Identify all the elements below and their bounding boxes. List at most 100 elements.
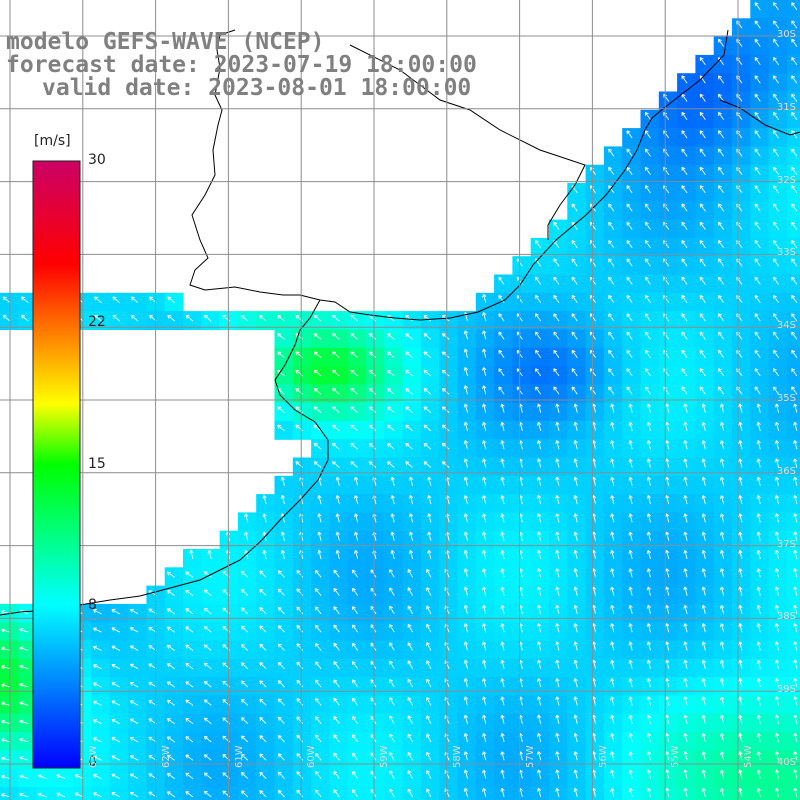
wind-arrow [463, 403, 469, 413]
wind-arrow [386, 388, 395, 395]
wind-arrow [405, 388, 413, 395]
wind-speed-cell [109, 786, 129, 800]
wind-arrow [335, 476, 340, 486]
wind-speed-cell [786, 311, 800, 330]
wind-arrow [463, 495, 469, 505]
wind-arrow [463, 714, 469, 724]
wind-arrow [791, 75, 798, 84]
wind-arrow [423, 351, 432, 359]
wind-arrow [335, 531, 340, 541]
wind-arrow [482, 678, 487, 688]
wind-arrow [628, 476, 633, 486]
wind-arrow [699, 349, 706, 358]
wind-arrow [719, 531, 725, 541]
wind-arrow [701, 696, 706, 706]
wind-arrow [553, 294, 560, 304]
wind-arrow [296, 570, 304, 578]
wind-arrow [19, 719, 29, 725]
wind-arrow [553, 276, 560, 285]
wind-arrow [738, 549, 743, 560]
wind-arrow [277, 789, 285, 798]
wind-arrow [683, 421, 688, 432]
wind-arrow [573, 659, 578, 669]
wind-arrow [681, 240, 688, 249]
wind-arrow [555, 568, 560, 578]
wind-arrow [19, 664, 29, 670]
wind-arrow [37, 792, 47, 798]
wind-arrow [718, 203, 725, 212]
wind-arrow [553, 221, 560, 230]
wind-arrow [793, 732, 798, 743]
wind-arrow [791, 2, 798, 11]
wind-arrow [353, 476, 359, 486]
wind-arrow [1, 774, 11, 780]
latitude-label: 30S [776, 29, 796, 40]
wind-arrow [203, 607, 212, 615]
wind-arrow [314, 752, 322, 761]
wind-arrow [646, 549, 652, 560]
wind-arrow [166, 773, 175, 779]
wind-arrow [280, 531, 286, 541]
wind-speed-cell [54, 786, 74, 800]
wind-arrow [352, 697, 359, 706]
wind-arrow [628, 440, 633, 450]
wind-arrow [482, 348, 487, 358]
wind-arrow [701, 641, 706, 651]
wind-arrow [335, 513, 340, 523]
wind-arrow [608, 166, 615, 175]
wind-arrow [701, 568, 706, 578]
wind-arrow [774, 586, 780, 596]
wind-arrow [699, 221, 706, 230]
wind-arrow [610, 696, 615, 706]
wind-arrow [259, 753, 267, 761]
wind-arrow [573, 403, 578, 413]
wind-arrow [536, 659, 542, 669]
wind-arrow [93, 664, 102, 670]
wind-arrow [296, 753, 304, 761]
wind-arrow [754, 258, 761, 267]
wind-arrow [571, 221, 578, 230]
wind-arrow [277, 570, 285, 578]
wind-arrow [93, 700, 102, 706]
wind-arrow [350, 442, 358, 450]
wind-arrow [774, 531, 780, 541]
wind-arrow [166, 699, 175, 706]
wind-arrow [719, 751, 725, 761]
wind-arrow [277, 771, 285, 779]
wind-arrow [203, 314, 212, 322]
wind-arrow [608, 148, 615, 157]
wind-arrow [626, 130, 633, 139]
wind-arrow [646, 787, 652, 798]
wind-arrow [754, 148, 761, 157]
wind-arrow [683, 659, 688, 669]
wind-arrow [463, 568, 469, 578]
wind-arrow [646, 641, 652, 651]
wind-arrow [646, 623, 652, 633]
wind-arrow [772, 313, 779, 322]
wind-arrow [738, 787, 743, 798]
wind-arrow [719, 769, 725, 779]
wind-arrow [718, 221, 725, 230]
longitude-label: 61W [233, 745, 245, 768]
wind-arrow [754, 203, 761, 212]
wind-arrow [754, 349, 761, 358]
wind-arrow [441, 442, 450, 450]
wind-arrow [333, 606, 340, 615]
wind-arrow [111, 645, 121, 651]
wind-speed-cell [786, 256, 800, 276]
wind-arrow [423, 314, 432, 322]
wind-arrow [683, 458, 688, 468]
wind-arrow [111, 773, 121, 779]
wind-arrow [772, 185, 779, 194]
wind-arrow [754, 331, 761, 340]
wind-arrow [185, 791, 194, 798]
wind-arrow [426, 605, 432, 615]
wind-arrow [441, 333, 450, 340]
wind-arrow [500, 513, 505, 523]
wind-arrow [407, 788, 413, 798]
wind-speed-cell [164, 786, 184, 800]
wind-arrow [129, 700, 139, 706]
wind-arrow [240, 643, 249, 651]
wind-arrow [463, 385, 469, 395]
wind-arrow [259, 698, 267, 706]
